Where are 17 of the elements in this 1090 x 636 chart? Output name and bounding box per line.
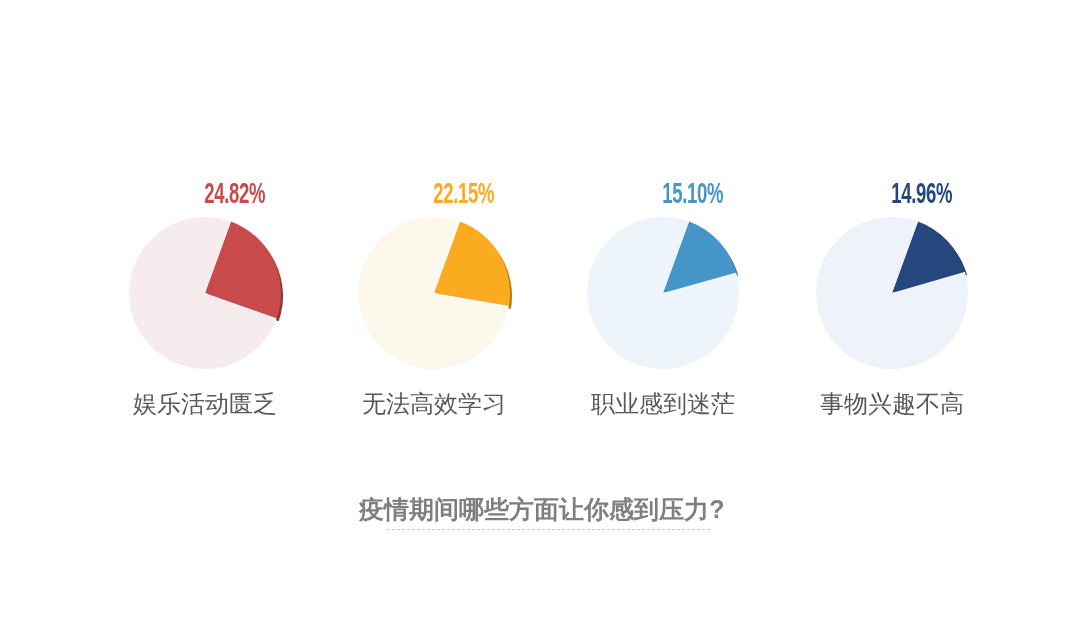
- pie-slice: [358, 217, 509, 369]
- text: 职业感到迷茫: [591, 390, 735, 417]
- pie-slice: [816, 217, 968, 369]
- pie-slice: [892, 221, 965, 293]
- text: 疫情期间哪些方面让你感到压力?: [359, 495, 725, 523]
- data-label: 15.10%: [662, 177, 724, 209]
- pie-slice: [129, 217, 277, 369]
- text: 无法高效学习: [362, 390, 506, 417]
- data-label: 22.15%: [433, 177, 495, 209]
- pie-slice: [663, 221, 737, 293]
- data-label: 14.96%: [891, 177, 953, 209]
- data-label: 24.82%: [204, 177, 266, 209]
- pie-slice: [434, 221, 510, 306]
- text: 娱乐活动匮乏: [133, 390, 277, 417]
- pie-slice: [205, 221, 281, 319]
- text: 事物兴趣不高: [820, 390, 964, 417]
- pie-slice: [587, 217, 739, 369]
